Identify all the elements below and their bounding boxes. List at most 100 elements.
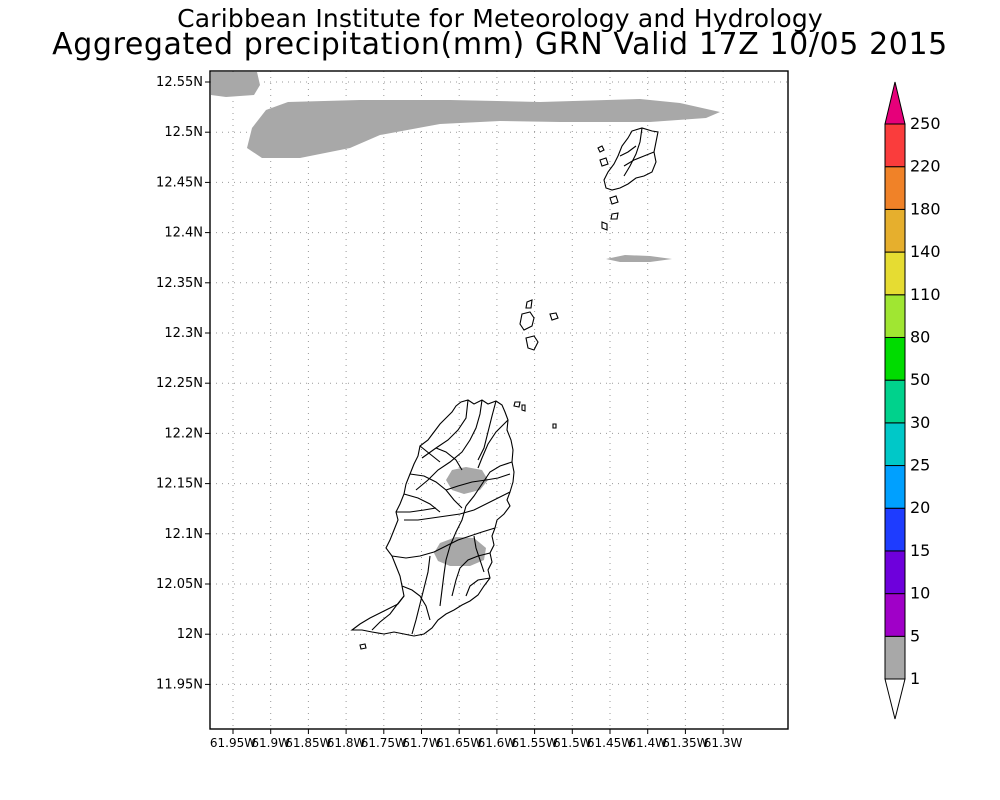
islet-mid-3 — [525, 335, 539, 351]
islet-mid-4 — [549, 312, 559, 321]
colorbar-label: 10 — [910, 584, 930, 603]
lon-tick-label: 61.85W — [285, 736, 331, 750]
colorbar-swatch — [884, 635, 906, 680]
grenada-boundary-9 — [391, 527, 496, 559]
lon-tick-label: 61.9W — [251, 736, 290, 750]
lat-tick-label: 12.35N — [156, 276, 203, 291]
petite-martinique — [597, 145, 605, 153]
lat-tick-label: 12.2N — [164, 426, 203, 441]
lon-tick-label: 61.75W — [361, 736, 407, 750]
lon-tick-label: 61.8W — [327, 736, 366, 750]
colorbar-swatch — [884, 593, 906, 637]
lon-tick-label: 61.3W — [704, 736, 743, 750]
lon-tick-label: 61.6W — [478, 736, 517, 750]
precip-patch-central-grenada — [446, 467, 488, 494]
colorbar-label: 5 — [910, 626, 920, 645]
grenada-boundary-17 — [435, 447, 463, 471]
colorbar-label: 25 — [910, 456, 930, 475]
colorbar-label: 15 — [910, 541, 930, 560]
precip-areas — [211, 72, 720, 566]
grenada-main-island — [350, 399, 515, 637]
lon-tick-label: 61.95W — [210, 736, 256, 750]
grenada-boundary-6 — [404, 491, 511, 521]
grenada-boundary-20 — [396, 507, 437, 513]
lat-tick-label: 12N — [177, 627, 203, 642]
colorbar-swatch — [884, 123, 906, 168]
grenada-boundary-4 — [477, 419, 509, 469]
lat-tick-label: 12.1N — [164, 527, 203, 542]
colorbar-label: 20 — [910, 498, 930, 517]
grenada-boundary-2 — [415, 399, 483, 491]
carriacou-coastline — [597, 127, 659, 231]
colorbar-label: 250 — [910, 114, 941, 133]
grenada-boundary-16 — [445, 473, 511, 491]
grenada-boundary-1 — [421, 399, 469, 459]
grenadines-coastline — [359, 299, 559, 650]
lon-tick-label: 61.4W — [628, 736, 667, 750]
lat-tick-label: 12.5N — [164, 125, 203, 140]
lat-tick-label: 11.95N — [156, 677, 203, 692]
grenada-coastline — [350, 399, 515, 637]
colorbar-label: 110 — [910, 285, 941, 304]
colorbar-under-triangle — [884, 678, 906, 720]
carriacou-island — [603, 127, 659, 191]
islet-mid-6 — [521, 404, 526, 412]
map-plot-area — [210, 71, 788, 729]
grenada-boundary-15 — [371, 595, 405, 631]
grenada-boundary-13 — [411, 555, 431, 635]
colorbar-over-triangle — [884, 81, 906, 125]
colorbar-swatch — [884, 166, 906, 210]
lon-tick-label: 61.45W — [587, 736, 633, 750]
carriacou-boundary-1 — [623, 127, 643, 177]
lat-tick-label: 12.15N — [156, 477, 203, 492]
grenada-boundary-18 — [473, 535, 485, 573]
lon-tick-label: 61.5W — [553, 736, 592, 750]
colorbar-swatch — [884, 422, 906, 467]
islet-mid-5 — [513, 401, 521, 408]
lon-tick-label: 61.35W — [662, 736, 708, 750]
grenada-boundary-11 — [451, 552, 491, 597]
colorbar-label: 220 — [910, 157, 941, 176]
lon-tick-label: 61.65W — [436, 736, 482, 750]
colorbar-swatch — [884, 507, 906, 552]
islet-ne-2 — [609, 195, 619, 205]
grenada-boundary-12 — [465, 577, 491, 597]
precip-patch-south-grenada — [434, 537, 486, 566]
grenada-boundary-10 — [439, 505, 467, 607]
chart-title-institute: Caribbean Institute for Meteorology and … — [177, 4, 823, 33]
colorbar-label: 140 — [910, 242, 941, 261]
islet-mid-2 — [519, 311, 535, 331]
colorbar-label: 80 — [910, 327, 930, 346]
colorbar-swatch — [884, 251, 906, 296]
longitude-axis: 61.95W61.9W61.85W61.8W61.75W61.7W61.65W6… — [210, 729, 743, 750]
lat-tick-label: 12.45N — [156, 175, 203, 190]
map-frame — [209, 70, 789, 730]
colorbar-swatch — [884, 550, 906, 595]
lon-tick-label: 61.7W — [402, 736, 441, 750]
precip-patch-north-corner — [211, 72, 260, 97]
grenada-boundary-3 — [477, 400, 497, 461]
carriacou-boundary-3 — [619, 145, 637, 157]
grenada-boundary-5 — [465, 461, 513, 507]
colorbar-label: 1 — [910, 669, 920, 688]
grenada-boundary-14 — [401, 585, 431, 621]
islet-ne-1 — [599, 157, 609, 167]
colorbar-label: 30 — [910, 413, 930, 432]
islet-ne-3 — [610, 212, 619, 220]
chart-title-product: Aggregated precipitation(mm) GRN Valid 1… — [52, 27, 948, 62]
colorbar-label: 50 — [910, 370, 930, 389]
lon-tick-label: 61.55W — [511, 736, 557, 750]
carriacou-boundary-2 — [623, 151, 655, 167]
colorbar-swatch — [884, 294, 906, 338]
lat-tick-label: 12.4N — [164, 226, 203, 241]
colorbar-swatch — [884, 336, 906, 381]
islet-mid-7 — [552, 423, 557, 429]
grenada-boundary-19 — [419, 445, 441, 463]
latitude-axis: 12.55N 12.5N 12.45N 12.4N 12.35N 12.3N 12.25N 1… — [156, 75, 210, 692]
lat-tick-label: 12.55N — [156, 75, 203, 90]
gridlines — [210, 71, 788, 729]
colorbar-swatch — [884, 379, 906, 424]
islet-sw-1 — [359, 643, 367, 650]
lat-tick-label: 12.3N — [164, 326, 203, 341]
